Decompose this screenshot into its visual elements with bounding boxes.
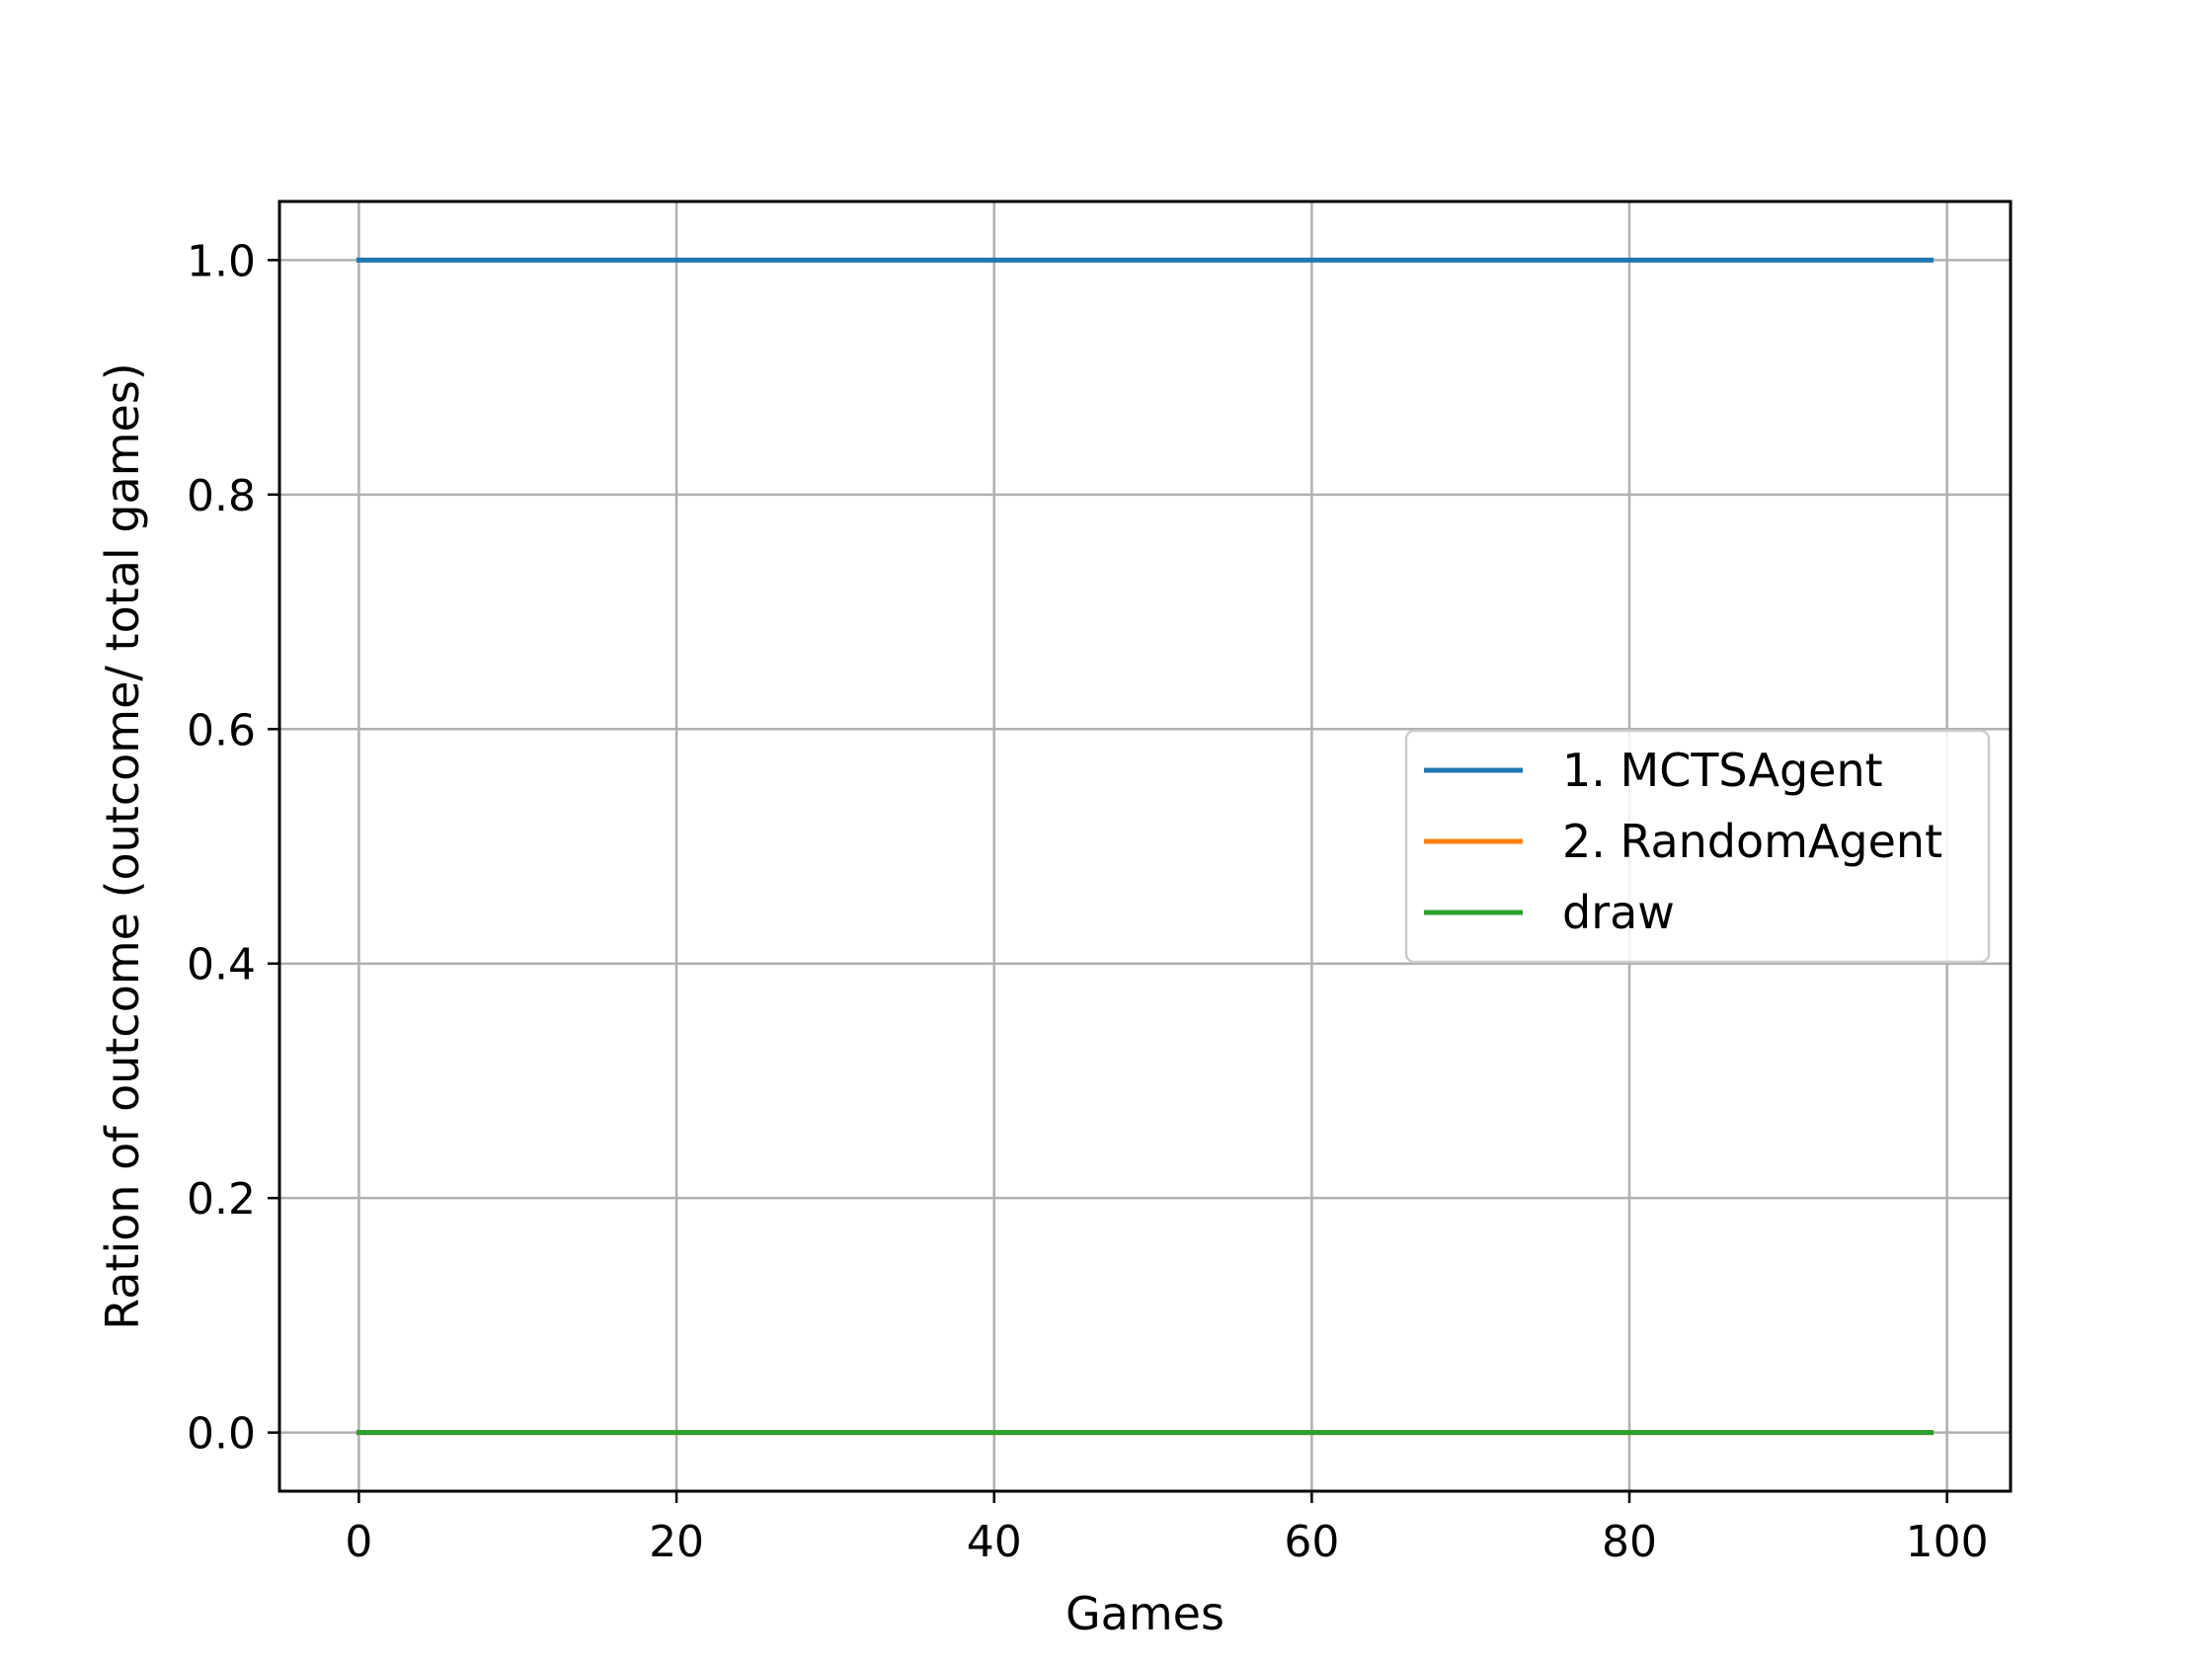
- x-axis-label: Games: [1066, 1587, 1224, 1640]
- y-tick-label: 0.4: [187, 940, 256, 990]
- legend-label: 1. MCTSAgent: [1562, 744, 1883, 797]
- y-tick-label: 0.8: [187, 471, 256, 521]
- y-tick-label: 0.0: [187, 1409, 256, 1460]
- x-tick-label: 0: [345, 1517, 372, 1567]
- y-axis-label: Ration of outcome (outcome/ total games): [96, 362, 149, 1330]
- x-tick-label: 20: [649, 1517, 704, 1567]
- plot-frame: [277, 199, 2013, 1493]
- y-tick-label: 1.0: [187, 236, 256, 286]
- legend-box: [1404, 729, 1991, 964]
- legend-label: draw: [1562, 886, 1675, 939]
- x-tick-label: 40: [967, 1517, 1022, 1567]
- x-tick-label: 80: [1602, 1517, 1657, 1567]
- y-tick-label: 0.6: [187, 705, 256, 755]
- legend: 1. MCTSAgent 2. RandomAgent draw: [1404, 729, 1991, 964]
- x-tick-label: 60: [1284, 1517, 1339, 1567]
- axis-ticks: 0 20 40 60 80 100 0.0 0.2 0.4 0.6 0.8 1.0: [187, 236, 1989, 1567]
- y-tick-label: 0.2: [187, 1174, 256, 1225]
- x-tick-label: 100: [1906, 1517, 1989, 1567]
- series-lines: [356, 257, 1935, 1436]
- legend-label: 2. RandomAgent: [1562, 815, 1942, 868]
